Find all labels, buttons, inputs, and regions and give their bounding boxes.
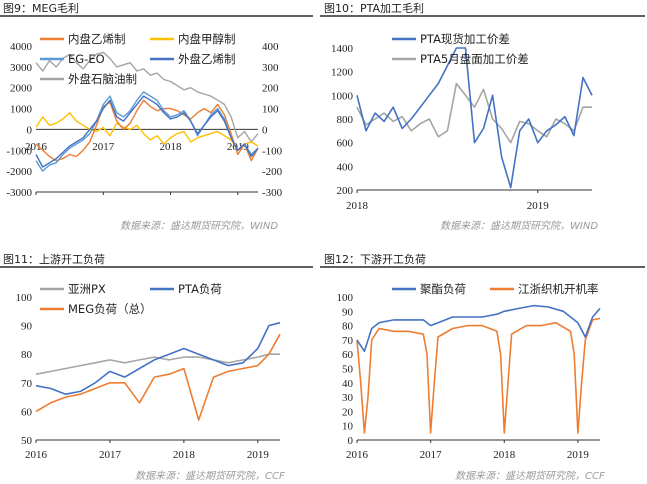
fig9-series-4 — [35, 51, 259, 143]
fig10-legend-label: PTA5月盘面加工价差 — [420, 52, 529, 66]
fig10-x-tick-label: 2018 — [346, 200, 369, 212]
fig10-series-0 — [356, 47, 593, 189]
fig11-legend-label: MEG负荷（总） — [68, 302, 152, 316]
fig9-y-tick-label: 1000 — [10, 104, 33, 116]
fig9-y-right-tick-label: 100 — [262, 104, 279, 116]
fig11-legend-label: 亚洲PX — [68, 282, 106, 296]
fig9-y-right-tick-label: 200 — [262, 83, 279, 95]
fig12-x-tick-label: 2016 — [346, 449, 369, 461]
fig9-series-2 — [35, 91, 259, 172]
fig12-series-0 — [356, 304, 601, 353]
fig9-x-tick-label: 2018 — [160, 141, 183, 153]
fig9-chart: -3000-2000-100001000200030004000-300-200… — [6, 32, 282, 199]
fig9-legend-label: EG-EO — [68, 52, 105, 66]
fig10-series-1 — [356, 82, 592, 144]
fig11-title: 图11：上游开工负荷 — [3, 252, 105, 266]
fig11-x-tick-label: 2017 — [99, 449, 122, 461]
fig12-title: 图12：下游开工负荷 — [324, 252, 426, 266]
fig10-title: 图10：PTA加工毛利 — [324, 2, 424, 15]
fig12-legend-label: 聚酯负荷 — [420, 282, 466, 296]
fig12-x-tick-label: 2019 — [567, 449, 590, 461]
fig11-chart: 50 60 70 80 90 100 2016 2017 2018 2019 亚洲PX PTA负荷 ME… — [16, 282, 281, 461]
fig9-y-right-tick-label: -300 — [262, 187, 283, 199]
fig10-y-tick-label: 800 — [337, 114, 354, 126]
fig12-y-tick-label: 50 — [342, 364, 354, 376]
fig9-x-tick-label: 2017 — [92, 141, 115, 153]
fig9-series-0 — [35, 99, 259, 162]
fig9-y-right-tick-label: -200 — [262, 166, 283, 178]
fig11-y-tick-label: 80 — [21, 349, 33, 361]
fig12-x-tick-label: 2017 — [420, 449, 443, 461]
fig10-chart: 200 400 600 800 1000 1200 1400 2018 2019 PTA现货加工价… — [331, 32, 593, 212]
fig9-series-1 — [35, 111, 259, 152]
fig12-y-tick-label: 20 — [342, 406, 354, 418]
fig10-y-tick-label: 1000 — [331, 90, 354, 102]
fig9-y-tick-label: 2000 — [10, 83, 33, 95]
fig10-y-tick-label: 1400 — [331, 43, 354, 55]
fig11-series-1 — [35, 321, 281, 396]
fig12-y-tick-label: 100 — [337, 292, 354, 304]
fig9-title: 图9：MEG毛利 — [3, 2, 79, 15]
fig9-y-tick-label: 4000 — [10, 41, 33, 53]
fig9-y-tick-label: -2000 — [6, 166, 32, 178]
fig11-y-tick-label: 90 — [21, 321, 33, 333]
source-fig10: 数据来源：盛达期货研究院，WIND — [440, 220, 598, 232]
fig9-series-3 — [35, 95, 259, 168]
fig12-x-tick-label: 2018 — [493, 449, 516, 461]
fig9-legend-label: 外盘乙烯制 — [178, 52, 236, 66]
fig12-series-1 — [356, 317, 601, 434]
fig10-y-tick-label: 600 — [337, 138, 354, 150]
source-fig12: 数据来源：盛达期货研究院，CCF — [455, 470, 605, 482]
fig10-x-tick-label: 2019 — [527, 200, 550, 212]
fig11-y-tick-label: 50 — [21, 435, 33, 447]
fig10-y-tick-label: 400 — [337, 161, 354, 173]
fig10-y-tick-label: 1200 — [331, 67, 354, 79]
fig11-y-tick-label: 60 — [21, 406, 33, 418]
fig9-y-right-tick-label: -100 — [262, 145, 283, 157]
fig9-y-tick-label: 0 — [27, 124, 33, 136]
fig12-y-tick-label: 90 — [342, 306, 354, 318]
fig9-y-tick-label: -1000 — [6, 145, 32, 157]
fig9-y-right-tick-label: 300 — [262, 62, 279, 74]
fig12-chart: 0 10 20 30 40 50 60 70 80 90 100 2016 2017 2018 2019 聚酯… — [337, 282, 601, 461]
fig11-x-tick-label: 2016 — [25, 449, 48, 461]
source-fig11: 数据来源：盛达期货研究院，CCF — [135, 470, 285, 482]
fig12-y-tick-label: 40 — [342, 378, 354, 390]
fig12-y-tick-label: 70 — [342, 335, 354, 347]
fig12-legend-label: 江浙织机开机率 — [518, 282, 599, 296]
fig9-y-tick-label: 3000 — [10, 62, 33, 74]
fig11-legend-label: PTA负荷 — [178, 282, 222, 296]
fig12-y-tick-label: 10 — [342, 421, 354, 433]
fig10-legend-label: PTA现货加工价差 — [420, 32, 510, 46]
fig12-y-tick-label: 60 — [342, 349, 354, 361]
fig9-legend-label: 内盘甲醇制 — [178, 32, 236, 46]
fig11-y-tick-label: 70 — [21, 378, 33, 390]
fig9-y-right-tick-label: 0 — [262, 124, 268, 136]
fig10-y-tick-label: 200 — [337, 185, 354, 197]
source-fig9: 数据来源：盛达期货研究院，WIND — [120, 220, 278, 232]
fig11-series-2 — [35, 333, 281, 421]
fig11-series-0 — [35, 353, 280, 375]
fig12-y-tick-label: 0 — [348, 435, 354, 447]
fig9-y-right-tick-label: 400 — [262, 41, 279, 53]
fig9-legend-label: 内盘乙烯制 — [68, 32, 126, 46]
fig12-y-tick-label: 30 — [342, 392, 354, 404]
fig9-y-tick-label: -3000 — [6, 187, 32, 199]
fig11-x-tick-label: 2019 — [247, 449, 270, 461]
fig11-x-tick-label: 2018 — [173, 449, 196, 461]
fig12-y-tick-label: 80 — [342, 321, 354, 333]
fig11-y-tick-label: 100 — [16, 292, 33, 304]
fig9-legend-label: 外盘石脑油制 — [68, 72, 137, 86]
